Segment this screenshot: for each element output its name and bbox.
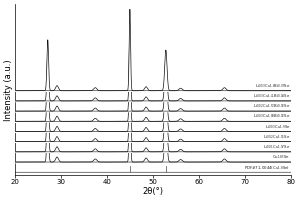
Y-axis label: Intensity (a.u.): Intensity (a.u.): [4, 59, 13, 121]
Text: Li$_{0.03}$Cu$_{1.83}$Bi$_{0.02}$Se: Li$_{0.03}$Cu$_{1.83}$Bi$_{0.02}$Se: [253, 113, 290, 120]
Text: Cu$_{1.85}$Se: Cu$_{1.85}$Se: [272, 154, 290, 161]
Text: Li$_{0.02}$Cu$_{1.95}$Se: Li$_{0.02}$Cu$_{1.95}$Se: [263, 133, 290, 141]
Text: Li$_{0.02}$Cu$_{1.52}$Bi$_{0.02}$Se: Li$_{0.02}$Cu$_{1.52}$Bi$_{0.02}$Se: [253, 103, 290, 110]
Text: PDF#71-0044(Cu$_{1.8}$Se): PDF#71-0044(Cu$_{1.8}$Se): [244, 164, 290, 172]
Text: Li$_{0.03}$Cu$_{1.8}$Bi$_{0.05}$Se: Li$_{0.03}$Cu$_{1.8}$Bi$_{0.05}$Se: [255, 82, 290, 90]
Text: Li$_{0.01}$Cu$_{1.97}$Se: Li$_{0.01}$Cu$_{1.97}$Se: [263, 143, 290, 151]
X-axis label: 2θ(°): 2θ(°): [142, 187, 164, 196]
Text: Li$_{0.03}$Cu$_{1.41}$Bi$_{0.04}$Se: Li$_{0.03}$Cu$_{1.41}$Bi$_{0.04}$Se: [253, 93, 290, 100]
Text: Li$_{0.03}$Cu$_{1.9}$Se: Li$_{0.03}$Cu$_{1.9}$Se: [265, 123, 290, 131]
